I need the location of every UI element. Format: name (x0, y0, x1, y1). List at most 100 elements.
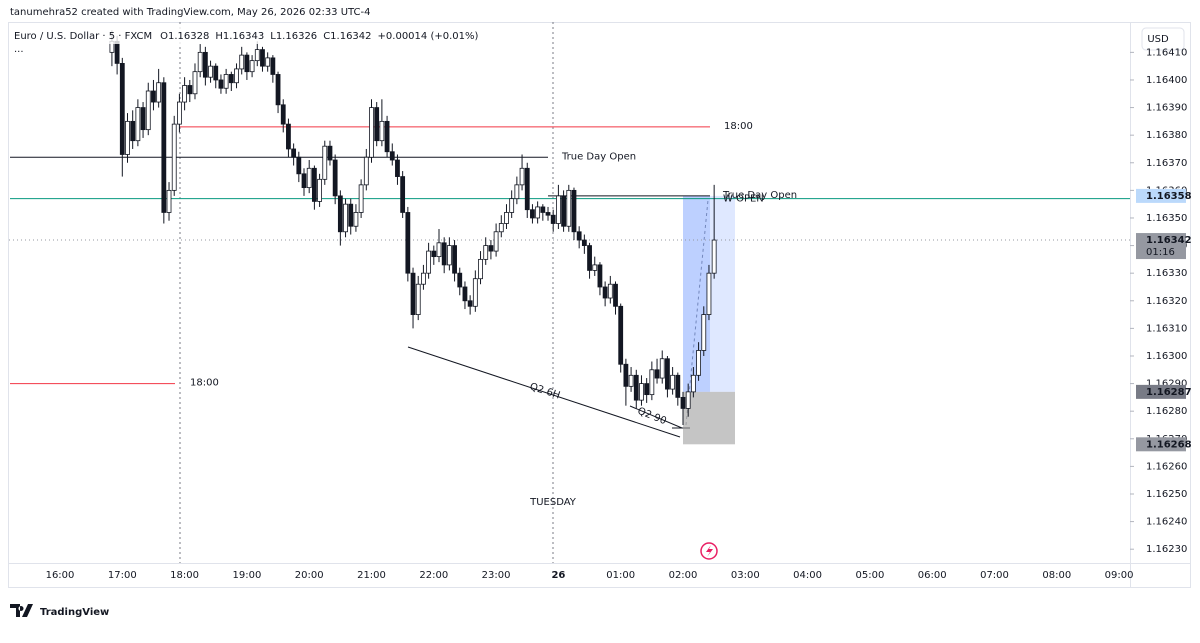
candle-body (675, 374, 681, 398)
projection-line (685, 199, 709, 426)
candle-body (254, 49, 260, 62)
candle-body (696, 350, 701, 376)
candle-body (353, 212, 359, 227)
brand: TradingView (40, 607, 109, 618)
day-label: TUESDAY (529, 497, 577, 508)
level-label: 18:00 (724, 121, 753, 132)
candle-body (114, 40, 120, 64)
x-tick-label: 20:00 (295, 570, 324, 581)
candle-body (633, 374, 639, 401)
candle-body (119, 63, 125, 155)
candle-body (670, 374, 676, 390)
x-tick-label: 16:00 (46, 570, 75, 581)
candle-body (685, 391, 691, 409)
candle-body (234, 68, 239, 84)
frame (8, 22, 1191, 588)
candle-body (270, 57, 276, 75)
y-tick-label: 1.16230 (1146, 544, 1187, 555)
currency-button[interactable] (1141, 27, 1185, 51)
candle-body (654, 369, 660, 379)
x-tick-label: 01:00 (606, 570, 635, 581)
candle-body (639, 383, 644, 401)
plot-area (9, 22, 1130, 563)
candle-body (581, 239, 587, 246)
candle-body (291, 148, 297, 158)
candle-body (192, 71, 198, 95)
candle-body (348, 203, 354, 227)
candle-body (498, 223, 504, 233)
candle-body (275, 74, 281, 106)
candle-body (535, 206, 541, 219)
candle-body (322, 145, 328, 180)
candle-body (228, 74, 234, 84)
trendline (629, 405, 683, 429)
candle-body (379, 120, 385, 142)
legend-more[interactable]: ··· (14, 47, 24, 58)
price-tag (1136, 437, 1186, 452)
candle-body (223, 74, 229, 89)
candle-body (431, 250, 437, 258)
candle-body (161, 82, 167, 213)
candle-body (374, 107, 380, 142)
candle-body (472, 278, 478, 307)
candle-body (332, 159, 338, 197)
candle-body (509, 198, 515, 213)
candle-body (644, 383, 650, 396)
y-tick-label: 1.16240 (1146, 517, 1187, 528)
x-tick-label: 26 (551, 570, 565, 581)
candle-body (711, 239, 717, 274)
candle-body (395, 159, 400, 177)
y-tick-label: 1.16400 (1146, 75, 1187, 86)
candle-body (218, 79, 224, 89)
candle-body (446, 245, 452, 266)
candle-body (493, 231, 499, 252)
candle-body (706, 272, 712, 315)
candle-body (441, 242, 447, 266)
candle-body (519, 167, 525, 186)
level-label: True Day Open (722, 190, 797, 201)
candle-body (607, 283, 613, 299)
candle-body (514, 184, 520, 200)
candle-body (389, 151, 395, 161)
symbol: Euro / U.S. Dollar · 5 · FXCM (14, 31, 152, 42)
y-tick-label: 1.16300 (1146, 351, 1187, 362)
level-label: W OPEN (723, 194, 764, 205)
candle-body (483, 245, 489, 260)
candle-body (306, 167, 312, 189)
candle-body (125, 120, 130, 155)
candle-body (337, 195, 343, 233)
event-icon-bolt (706, 545, 713, 557)
y-tick-label: 1.16290 (1146, 379, 1187, 390)
price-tag-countdown: 01:16 (1146, 247, 1175, 258)
x-tick-label: 22:00 (419, 570, 448, 581)
candle-body (384, 120, 390, 153)
y-tick-label: 1.16280 (1146, 406, 1187, 417)
y-tick-label: 1.16250 (1146, 489, 1187, 500)
price-tag (1136, 233, 1186, 260)
candle-body (488, 245, 494, 252)
candle-body (177, 101, 182, 125)
candle-body (524, 167, 530, 211)
legend-field: +0.00014 (+0.01%) (378, 31, 479, 42)
x-tick-label: 17:00 (108, 570, 137, 581)
currency: USD (1147, 34, 1169, 45)
candle-body (187, 85, 193, 95)
candle-body (540, 206, 546, 213)
legend-bg (9, 26, 449, 44)
candle-body (239, 54, 245, 70)
candle-body (286, 123, 291, 150)
candle-body (249, 60, 255, 73)
candle-body (244, 54, 250, 73)
trendline (407, 346, 681, 438)
candle-body (311, 167, 317, 202)
y-tick-label: 1.16380 (1146, 130, 1187, 141)
candle-body (171, 123, 177, 191)
x-tick-label: 02:00 (669, 570, 698, 581)
legend-field: C1.16342 (323, 31, 371, 42)
candle-body (680, 396, 686, 409)
x-tick-label: 19:00 (232, 570, 261, 581)
candle-body (701, 314, 707, 351)
y-tick-label: 1.16350 (1146, 213, 1187, 224)
candle-body (587, 245, 592, 271)
